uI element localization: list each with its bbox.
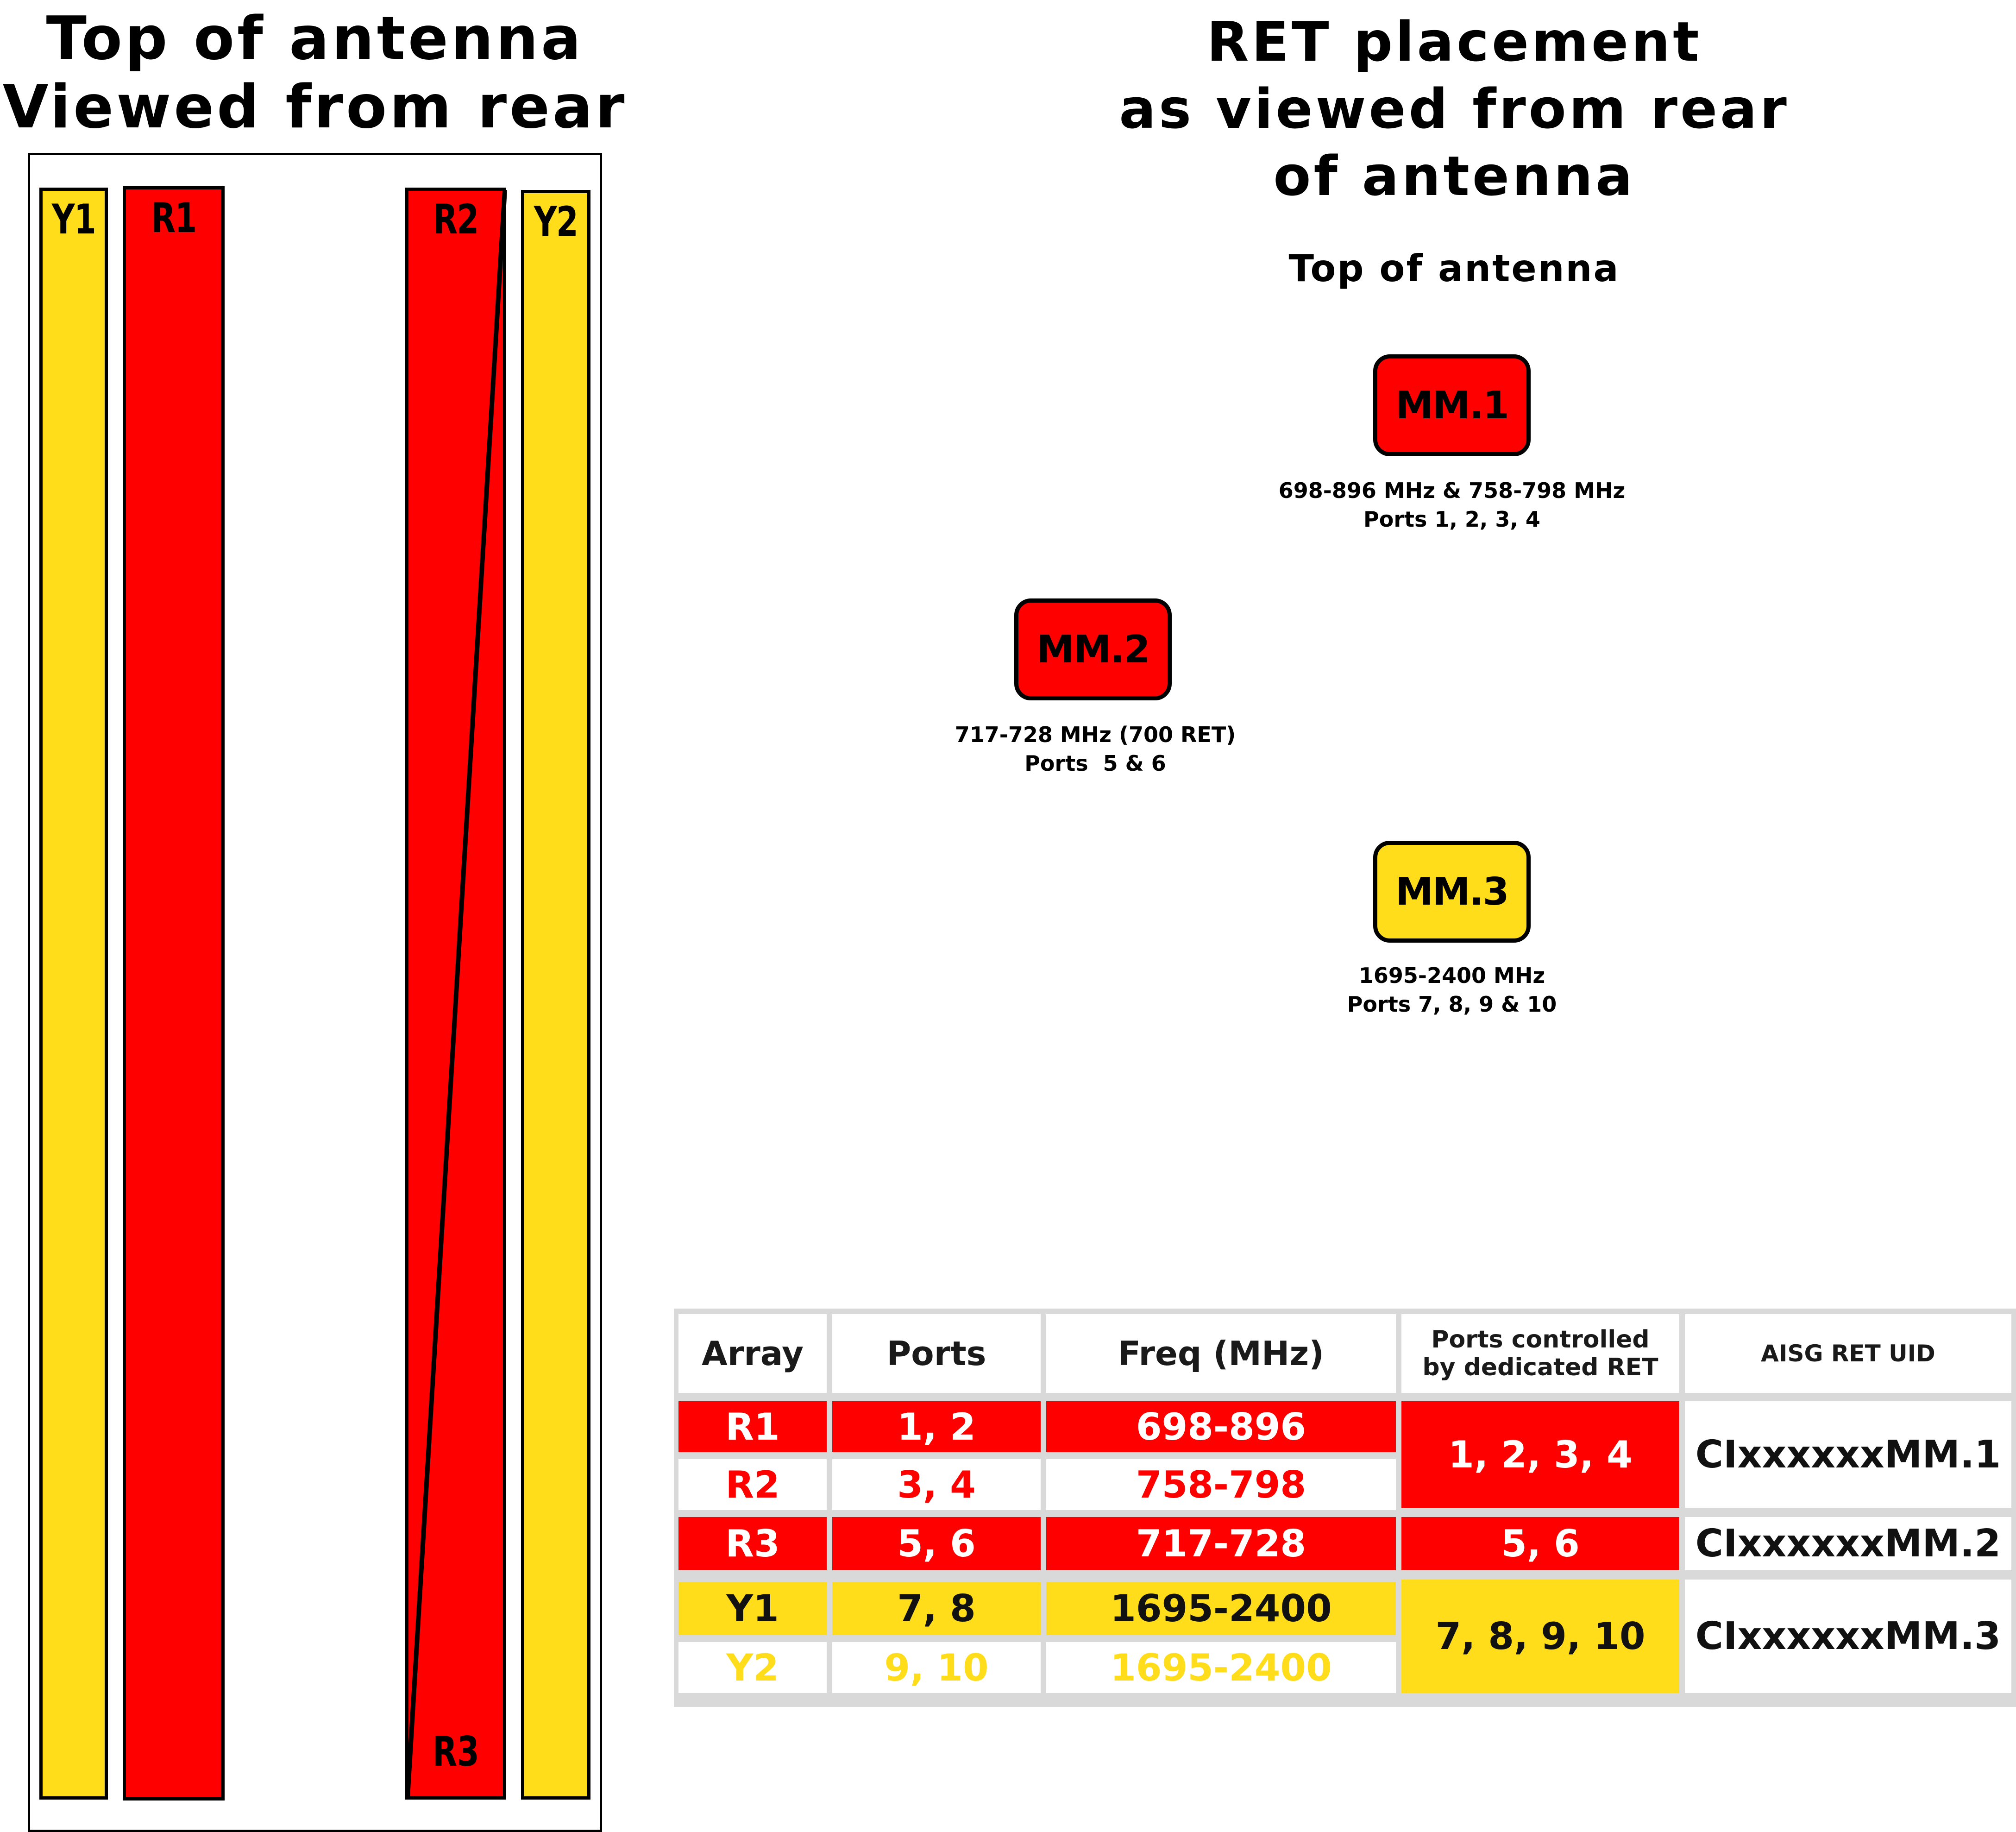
header-controlled-line-2: by dedicated RET bbox=[1422, 1354, 1658, 1381]
diagonal-divider bbox=[405, 189, 507, 1798]
ret-mm1-ports: Ports 1, 2, 3, 4 bbox=[1363, 507, 1540, 532]
right-title-line-2: as viewed from rear bbox=[1119, 77, 1790, 141]
row-r3-freq: 717-728 bbox=[1046, 1517, 1396, 1570]
row-r2-array: R2 bbox=[678, 1459, 827, 1510]
uid-mm3: CIxxxxxxMM.3 bbox=[1685, 1580, 2011, 1693]
header-controlled: Ports controlled by dedicated RET bbox=[1401, 1314, 1679, 1393]
ret-mm2-box: MM.2 bbox=[1014, 598, 1172, 700]
ret-mm1-freq: 698-896 MHz & 758-798 MHz bbox=[1278, 478, 1626, 503]
row-r1-array: R1 bbox=[678, 1401, 827, 1452]
right-diagram-title: RET placement as viewed from rear of ant… bbox=[1061, 8, 1848, 210]
right-subtitle: Top of antenna bbox=[1288, 247, 1620, 290]
ret-mm2-caption: 717-728 MHz (700 RET) Ports 5 & 6 bbox=[910, 720, 1281, 778]
array-r3-label: R3 bbox=[432, 1728, 479, 1775]
ret-table: Array Ports Freq (MHz) Ports controlled … bbox=[674, 1309, 2016, 1707]
array-y2-label: Y2 bbox=[534, 198, 578, 246]
array-y2: Y2 bbox=[521, 190, 590, 1800]
controlled-ports-mm2: 5, 6 bbox=[1401, 1517, 1679, 1570]
antenna-outline bbox=[28, 153, 602, 1832]
header-uid: AISG RET UID bbox=[1685, 1314, 2011, 1393]
row-r3-array: R3 bbox=[678, 1517, 827, 1570]
ret-mm2-ports: Ports 5 & 6 bbox=[1024, 751, 1166, 776]
array-y1-label: Y1 bbox=[51, 195, 96, 243]
row-r1-ports: 1, 2 bbox=[832, 1401, 1041, 1452]
row-r3-ports: 5, 6 bbox=[832, 1517, 1041, 1570]
right-title-line-3: of antenna bbox=[1273, 144, 1635, 208]
ret-mm1-box: MM.1 bbox=[1373, 354, 1531, 456]
row-y2-array: Y2 bbox=[678, 1642, 827, 1693]
controlled-ports-mm3: 7, 8, 9, 10 bbox=[1401, 1580, 1679, 1693]
controlled-ports-mm1: 1, 2, 3, 4 bbox=[1401, 1401, 1679, 1508]
array-y1: Y1 bbox=[39, 188, 108, 1800]
array-r1: R1 bbox=[123, 186, 225, 1801]
row-y2-freq: 1695-2400 bbox=[1046, 1642, 1396, 1693]
header-array: Array bbox=[678, 1314, 827, 1393]
row-r2-ports: 3, 4 bbox=[832, 1459, 1041, 1510]
uid-mm2: CIxxxxxxMM.2 bbox=[1685, 1517, 2011, 1570]
row-y1-freq: 1695-2400 bbox=[1046, 1582, 1396, 1635]
array-r1-label: R1 bbox=[151, 194, 197, 242]
array-r2-label: R2 bbox=[433, 195, 479, 243]
ret-mm3-ports: Ports 7, 8, 9 & 10 bbox=[1347, 992, 1557, 1017]
row-y1-array: Y1 bbox=[678, 1582, 827, 1635]
row-y1-ports: 7, 8 bbox=[832, 1582, 1041, 1635]
left-diagram-title: Top of antenna Viewed from rear bbox=[0, 5, 630, 142]
left-title-line-1: Top of antenna bbox=[46, 4, 584, 73]
ret-mm3-freq: 1695-2400 MHz bbox=[1358, 963, 1545, 988]
ret-mm3-box: MM.3 bbox=[1373, 841, 1531, 943]
ret-mm3-caption: 1695-2400 MHz Ports 7, 8, 9 & 10 bbox=[1267, 961, 1637, 1019]
array-r3-label-wrap: R3 bbox=[405, 1728, 506, 1775]
row-r1-freq: 698-896 bbox=[1046, 1401, 1396, 1452]
right-title-line-1: RET placement bbox=[1206, 10, 1702, 74]
header-controlled-line-1: Ports controlled bbox=[1431, 1326, 1650, 1354]
row-r2-freq: 758-798 bbox=[1046, 1459, 1396, 1510]
header-ports: Ports bbox=[832, 1314, 1041, 1393]
left-title-line-2: Viewed from rear bbox=[2, 73, 628, 142]
ret-mm2-freq: 717-728 MHz (700 RET) bbox=[955, 722, 1236, 747]
row-y2-ports: 9, 10 bbox=[832, 1642, 1041, 1693]
uid-mm1: CIxxxxxxMM.1 bbox=[1685, 1401, 2011, 1508]
header-freq: Freq (MHz) bbox=[1046, 1314, 1396, 1393]
ret-mm1-caption: 698-896 MHz & 758-798 MHz Ports 1, 2, 3,… bbox=[1267, 476, 1637, 534]
